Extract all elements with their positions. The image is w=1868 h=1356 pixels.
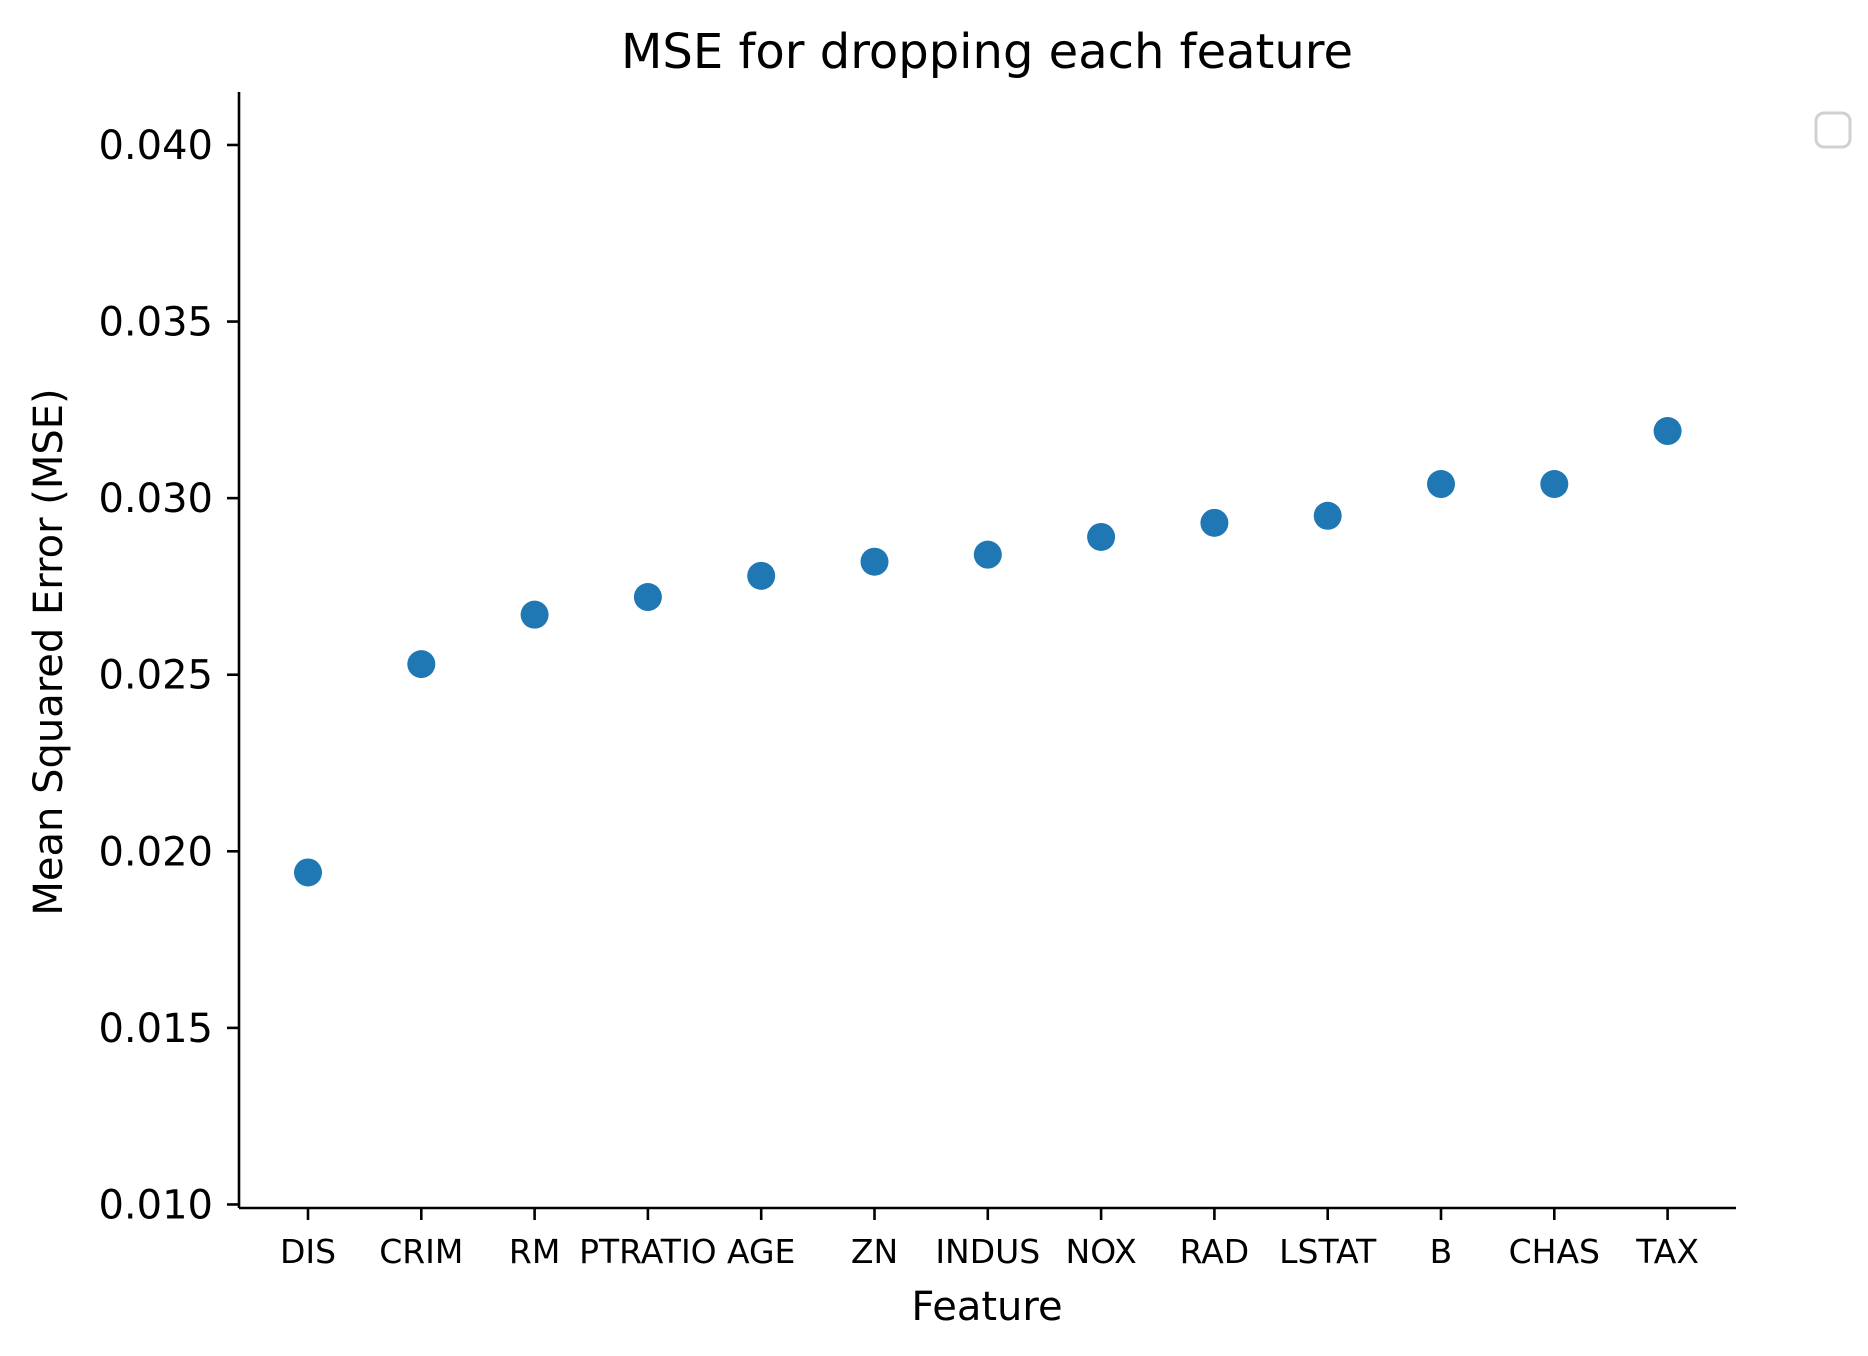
x-tick-label: RM (509, 1232, 560, 1271)
x-tick-label: CHAS (1509, 1232, 1600, 1271)
x-tick-label: TAX (1635, 1232, 1699, 1271)
x-tick-label: AGE (727, 1232, 795, 1271)
data-point (520, 600, 549, 629)
data-point (1653, 417, 1682, 446)
x-tick-label: CRIM (379, 1232, 463, 1271)
x-axis: DIS CRIM RM PTRATIO AGE ZN INDUS NOX RAD LSTAT B CH… (239, 1206, 1736, 1271)
legend-box (1814, 111, 1852, 149)
y-tick-label: 0.020 (98, 829, 213, 875)
x-tick-label: PTRATIO (579, 1232, 717, 1271)
y-axis: 0.010 0.015 0.020 0.025 0.030 0.035 0.040 (98, 92, 241, 1228)
data-point (1427, 470, 1455, 499)
data-point (1313, 501, 1342, 530)
y-tick-label: 0.030 (98, 476, 213, 522)
data-point (1540, 470, 1569, 499)
y-tick-label: 0.010 (98, 1182, 213, 1228)
x-tick-label: RAD (1180, 1232, 1250, 1271)
data-point (1200, 508, 1229, 537)
y-axis-label: Mean Squared Error (MSE) (26, 388, 72, 915)
x-axis-label: Feature (911, 1284, 1062, 1330)
data-point (1087, 522, 1116, 551)
y-tick-label: 0.040 (98, 123, 213, 169)
x-tick-label: B (1430, 1232, 1453, 1271)
data-point (973, 540, 1002, 569)
x-tick-label: INDUS (935, 1232, 1040, 1271)
x-tick-label: NOX (1066, 1232, 1137, 1271)
y-tick-label: 0.015 (98, 1006, 213, 1052)
data-point (633, 583, 662, 612)
chart-title: MSE for dropping each feature (621, 24, 1353, 80)
x-tick-label: DIS (280, 1232, 336, 1271)
y-tick-label: 0.025 (98, 653, 213, 699)
y-tick-label: 0.035 (98, 300, 213, 346)
data-point (294, 858, 322, 887)
data-point (860, 547, 889, 576)
data-points (294, 417, 1682, 887)
data-point (407, 650, 436, 679)
x-tick-label: LSTAT (1279, 1232, 1377, 1271)
data-point (747, 561, 776, 590)
x-tick-label: ZN (851, 1232, 898, 1271)
